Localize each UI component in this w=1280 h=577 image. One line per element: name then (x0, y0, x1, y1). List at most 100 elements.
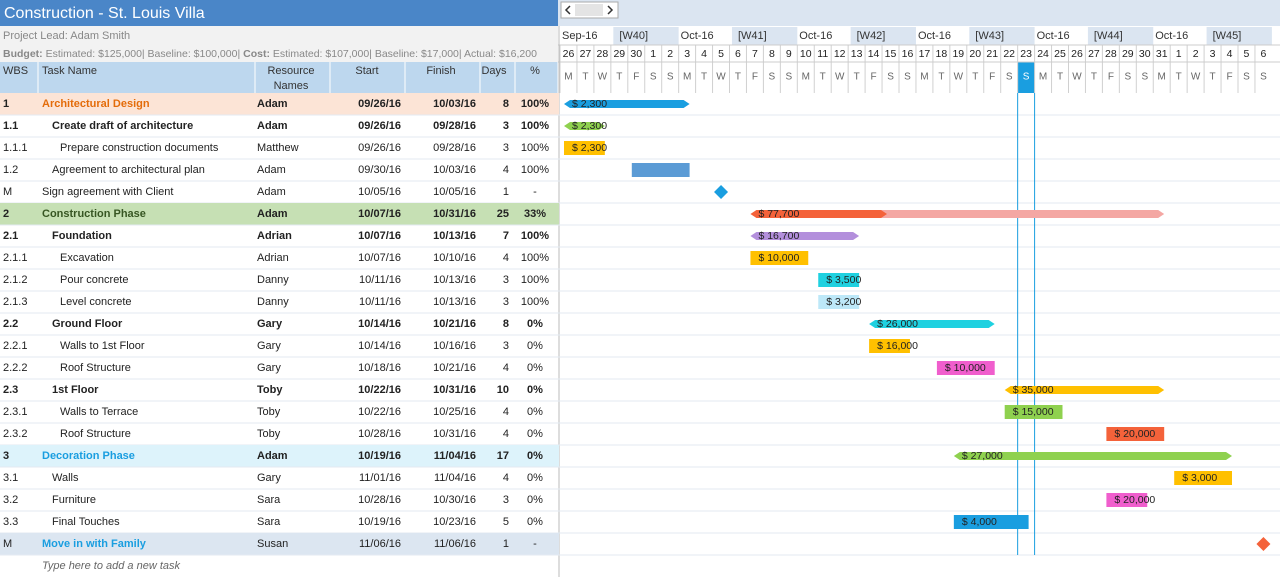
budget-label: Budget: (3, 48, 43, 60)
weekday-label: S (1124, 72, 1131, 83)
resource: Danny (257, 274, 289, 286)
duration: 17 (497, 450, 509, 462)
bar-cost: $ 27,000 (962, 450, 1003, 462)
day-number: 27 (1088, 48, 1100, 60)
weekday-label: W (716, 72, 726, 83)
resource: Adrian (257, 252, 289, 264)
start-date: 10/11/16 (359, 296, 401, 308)
weekday-label: S (904, 72, 911, 83)
start-date: 11/06/16 (359, 538, 401, 550)
week-label: [W42] (857, 30, 886, 42)
percent-complete: - (533, 538, 537, 550)
day-number: 20 (969, 48, 981, 60)
day-number: 26 (563, 48, 575, 60)
resource: Sara (257, 516, 281, 528)
column-label: Days (481, 65, 507, 77)
task-name: Decoration Phase (42, 450, 135, 462)
project-title: Construction - St. Louis Villa (4, 5, 205, 22)
week-band (613, 27, 679, 45)
task-name: Pour concrete (60, 274, 128, 286)
task-name: Move in with Family (42, 538, 147, 550)
day-number: 2 (1193, 48, 1199, 60)
row-band (0, 203, 559, 225)
day-number: 17 (919, 48, 931, 60)
day-number: 3 (684, 48, 690, 60)
weekday-label: T (938, 72, 944, 83)
bar-cost: $ 35,000 (1013, 384, 1054, 396)
task-name: Architectural Design (42, 98, 150, 110)
wbs: 3 (3, 450, 9, 462)
finish-date: 10/31/16 (433, 384, 476, 396)
weekday-label: S (1006, 72, 1013, 83)
cost-text: Estimated: $107,000| Baseline: $17,000| … (270, 48, 537, 60)
scroll-thumb[interactable] (575, 4, 603, 16)
task-bar (953, 515, 1029, 529)
scroll-left[interactable] (564, 5, 571, 15)
percent-complete: 100% (521, 142, 549, 154)
day-number: 14 (868, 48, 880, 60)
duration: 4 (503, 164, 509, 176)
percent-complete: 0% (527, 406, 543, 418)
task-name: Sign agreement with Client (42, 186, 173, 198)
row-band (0, 93, 559, 115)
week-band (1206, 27, 1272, 45)
percent-complete: - (533, 186, 537, 198)
day-number: 9 (786, 48, 792, 60)
start-date: 09/30/16 (358, 164, 401, 176)
bar-cost: $ 10,000 (945, 362, 986, 374)
day-number: 31 (1156, 48, 1168, 60)
weekday-label: M (683, 72, 691, 83)
bar-cost: $ 3,000 (1182, 472, 1217, 484)
percent-complete: 0% (527, 340, 543, 352)
bar-cost: $ 10,000 (758, 252, 799, 264)
wbs: 2.3 (3, 384, 18, 396)
finish-date: 09/28/16 (433, 142, 476, 154)
percent-complete: 0% (527, 450, 543, 462)
weekday-label: T (1210, 72, 1216, 83)
resource: Susan (257, 538, 288, 550)
finish-date: 10/13/16 (433, 230, 476, 242)
task-name: Walls to 1st Floor (60, 340, 145, 352)
finish-date: 10/21/16 (433, 318, 476, 330)
task-name: Level concrete (60, 296, 132, 308)
weekday-label: T (854, 72, 860, 83)
wbs: 2.1.3 (3, 296, 27, 308)
start-date: 10/28/16 (358, 494, 401, 506)
milestone (714, 185, 729, 199)
start-date: 10/22/16 (358, 384, 401, 396)
resource: Adam (257, 208, 288, 220)
finish-date: 10/13/16 (433, 296, 476, 308)
wbs: 2.1.1 (3, 252, 27, 264)
day-number: 28 (1105, 48, 1117, 60)
finish-date: 10/13/16 (433, 274, 476, 286)
task-name: Foundation (52, 230, 112, 242)
scroll-right[interactable] (607, 5, 614, 15)
weekday-label: T (1176, 72, 1182, 83)
task-bar (818, 273, 860, 287)
wbs: 2.2.1 (3, 340, 27, 352)
day-number: 19 (952, 48, 964, 60)
weekday-label: W (598, 72, 608, 83)
weekday-label: T (1091, 72, 1097, 83)
weekday-label: M (1158, 72, 1166, 83)
day-number: 11 (817, 48, 828, 60)
percent-complete: 100% (521, 120, 549, 132)
task-name: Walls (52, 472, 79, 484)
day-number: 23 (1020, 48, 1032, 60)
weekday-label: F (1108, 72, 1114, 83)
resource: Gary (257, 340, 281, 352)
bar-cost: $ 2,300 (572, 142, 607, 154)
day-number: 5 (1244, 48, 1250, 60)
summary-bar (953, 452, 1232, 460)
duration: 7 (503, 230, 509, 242)
day-number: 7 (752, 48, 758, 60)
resource: Sara (257, 494, 281, 506)
day-number: 21 (986, 48, 998, 60)
row-band (0, 533, 559, 555)
day-number: 2 (667, 48, 673, 60)
wbs: 2.3.2 (3, 428, 27, 440)
bar-cost: $ 15,000 (1013, 406, 1054, 418)
wbs: 2.1.2 (3, 274, 27, 286)
